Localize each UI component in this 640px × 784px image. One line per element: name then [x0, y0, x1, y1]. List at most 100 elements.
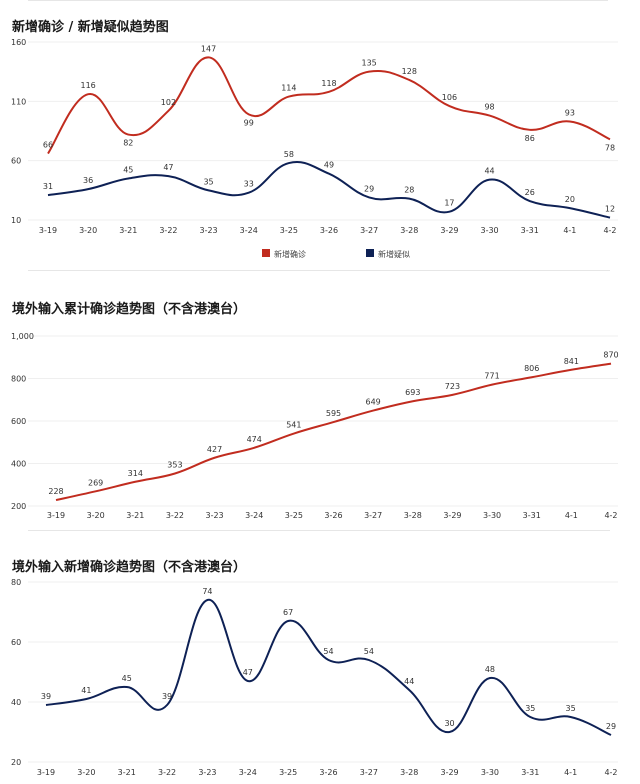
y-tick-label: 60: [11, 157, 21, 166]
data-label: 20: [565, 195, 575, 204]
data-label: 427: [207, 445, 222, 454]
data-label: 771: [484, 372, 499, 381]
x-tick-label: 3-22: [158, 768, 176, 777]
chart-plot: 1,000 800 600 400 200 3-19 3-20 3-21 3-22 3-23 3-2…: [11, 332, 619, 520]
x-tick-label: 3-24: [239, 768, 257, 777]
data-label: 649: [366, 398, 381, 407]
data-label: 39: [162, 692, 172, 701]
chart-confirmed-suspected: 新增确诊 / 新增疑似趋势图 160 110 60 10 3-19 3-20 3-21 3-2…: [0, 0, 640, 272]
x-tick-label: 4-1: [563, 226, 576, 235]
section-divider: [28, 530, 610, 531]
y-tick-label: 1,000: [11, 332, 34, 341]
x-tick-label: 3-21: [118, 768, 136, 777]
x-tick-label: 3-30: [480, 226, 498, 235]
data-label: 58: [284, 150, 294, 159]
data-label: 29: [606, 722, 616, 731]
legend-label: 新增确诊: [274, 249, 306, 259]
x-tick-label: 3-28: [400, 226, 418, 235]
x-tick-label: 3-25: [285, 511, 303, 520]
x-tick-label: 3-25: [280, 226, 298, 235]
x-tick-label: 3-24: [240, 226, 258, 235]
x-tick-label: 3-21: [119, 226, 137, 235]
x-tick-label: 3-22: [166, 511, 184, 520]
x-tick-label: 4-1: [565, 511, 578, 520]
x-tick-label: 3-30: [483, 511, 501, 520]
data-label: 35: [203, 177, 213, 186]
data-label: 49: [324, 161, 334, 170]
x-tick-label: 3-20: [87, 511, 105, 520]
y-tick-label: 200: [11, 502, 26, 511]
data-label: 54: [323, 647, 333, 656]
data-label: 135: [362, 59, 377, 68]
x-tick-label: 3-29: [440, 226, 458, 235]
chart-title: 境外输入新增确诊趋势图（不含港澳台）: [12, 560, 247, 575]
data-label: 82: [123, 139, 133, 148]
data-label: 841: [564, 357, 579, 366]
x-tick-label: 3-26: [320, 226, 338, 235]
data-label: 47: [163, 163, 173, 172]
data-label: 118: [321, 79, 336, 88]
chart-title: 新增确诊 / 新增疑似趋势图: [12, 20, 169, 35]
data-label: 74: [202, 587, 212, 596]
data-label: 48: [485, 665, 495, 674]
data-label: 99: [244, 118, 254, 127]
data-label: 147: [201, 44, 216, 53]
data-label: 114: [281, 84, 296, 93]
data-label: 353: [167, 460, 182, 469]
x-tick-label: 3-23: [205, 511, 223, 520]
data-label: 693: [405, 388, 420, 397]
x-tick-label: 3-27: [364, 511, 382, 520]
data-label: 541: [286, 421, 301, 430]
x-tick-label: 3-31: [523, 511, 541, 520]
data-label: 47: [243, 668, 253, 677]
data-label: 30: [444, 719, 454, 728]
data-label: 128: [402, 67, 417, 76]
y-tick-label: 10: [11, 216, 21, 225]
x-tick-label: 3-19: [39, 226, 57, 235]
legend-label: 新增疑似: [378, 249, 410, 259]
y-tick-label: 80: [11, 578, 21, 587]
data-label: 31: [43, 182, 53, 191]
data-label: 45: [122, 674, 132, 683]
section-divider: [28, 270, 610, 271]
data-label: 98: [484, 103, 494, 112]
x-tick-label: 3-29: [443, 511, 461, 520]
x-tick-label: 3-27: [360, 768, 378, 777]
data-label: 870: [603, 351, 618, 360]
series-line: [45, 599, 612, 736]
data-label: 86: [525, 134, 535, 143]
x-tick-label: 3-21: [126, 511, 144, 520]
x-tick-label: 4-2: [604, 768, 617, 777]
x-tick-label: 4-1: [564, 768, 577, 777]
data-label: 17: [444, 199, 454, 208]
series-line: [47, 56, 611, 155]
data-label: 806: [524, 364, 539, 373]
data-label: 78: [605, 143, 615, 152]
x-tick-label: 3-23: [198, 768, 216, 777]
y-tick-label: 160: [11, 38, 26, 47]
data-label: 66: [43, 141, 53, 150]
data-label: 12: [605, 205, 615, 214]
data-label: 67: [283, 608, 293, 617]
data-label: 45: [123, 165, 133, 174]
x-tick-label: 3-22: [159, 226, 177, 235]
x-tick-label: 3-26: [319, 768, 337, 777]
data-label: 102: [161, 98, 176, 107]
x-tick-label: 3-19: [47, 511, 65, 520]
data-label: 29: [364, 184, 374, 193]
x-tick-label: 3-26: [324, 511, 342, 520]
data-label: 269: [88, 478, 103, 487]
x-tick-label: 3-28: [404, 511, 422, 520]
data-label: 39: [41, 692, 51, 701]
x-tick-label: 3-23: [199, 226, 217, 235]
data-label: 28: [404, 186, 414, 195]
y-tick-label: 400: [11, 460, 26, 469]
series-line: [55, 362, 612, 502]
series-line: [47, 161, 611, 219]
y-tick-label: 600: [11, 417, 26, 426]
data-label: 44: [484, 167, 494, 176]
data-label: 44: [404, 677, 414, 686]
data-label: 54: [364, 647, 374, 656]
x-tick-label: 3-20: [77, 768, 95, 777]
data-label: 41: [81, 686, 91, 695]
